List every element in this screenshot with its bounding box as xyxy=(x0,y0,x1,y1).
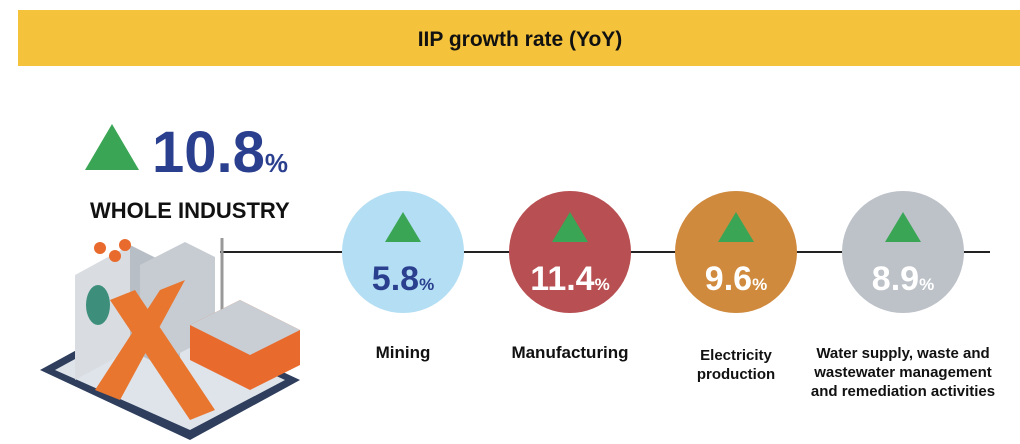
sector-label: production xyxy=(697,366,775,383)
sector-value: 11.4% xyxy=(530,260,609,298)
sector: 9.6% Electricity production xyxy=(675,191,797,383)
title-banner xyxy=(18,10,1020,66)
value-unit: % xyxy=(595,275,610,294)
sector-circle xyxy=(509,191,631,313)
total-value: 10.8% xyxy=(152,120,288,185)
title: IIP growth rate (YoY) xyxy=(418,28,623,51)
total-label: WHOLE INDUSTRY xyxy=(90,198,290,223)
sector-circle xyxy=(342,191,464,313)
up-arrow xyxy=(552,212,588,242)
value-number: 11.4 xyxy=(530,260,594,298)
sector-circle xyxy=(675,191,797,313)
sector-label: Mining xyxy=(376,343,431,362)
value-number: 5.8 xyxy=(372,260,419,298)
sector-label: and remediation activities xyxy=(811,383,995,400)
sector-circle xyxy=(842,191,964,313)
value-unit: % xyxy=(919,275,934,294)
up-arrow xyxy=(385,212,421,242)
value-number: 9.6 xyxy=(705,260,752,298)
value-unit: % xyxy=(419,275,434,294)
value-unit: % xyxy=(752,275,767,294)
sector: 8.9% Water supply, waste and wastewater ma… xyxy=(811,191,995,400)
sector-value: 9.6% xyxy=(705,260,767,298)
sector-label: wastewater management xyxy=(813,364,992,381)
value-number: 8.9 xyxy=(872,260,919,298)
up-arrow xyxy=(718,212,754,242)
sector-label: Water supply, waste and xyxy=(816,345,989,362)
sector-label: Electricity xyxy=(700,347,772,364)
sector: 5.8% Mining xyxy=(342,191,464,362)
sector: 11.4% Manufacturing xyxy=(509,191,631,362)
up-arrow xyxy=(885,212,921,242)
sector-value: 8.9% xyxy=(872,260,934,298)
sectors: 5.8% Mining 11.4% Manufacturing 9.6% Electric… xyxy=(342,191,995,400)
factory-illustration xyxy=(40,239,300,440)
up-arrow xyxy=(85,124,139,170)
sector-label: Manufacturing xyxy=(511,343,628,362)
sector-value: 5.8% xyxy=(372,260,434,298)
